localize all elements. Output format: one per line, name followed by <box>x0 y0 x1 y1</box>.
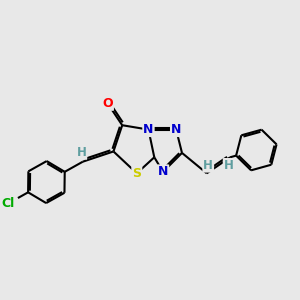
Text: H: H <box>224 159 234 172</box>
Text: Cl: Cl <box>2 197 15 210</box>
Text: N: N <box>158 165 168 178</box>
Text: N: N <box>171 123 181 136</box>
Text: H: H <box>203 159 213 172</box>
Text: S: S <box>132 167 141 180</box>
Text: N: N <box>143 123 154 136</box>
Text: O: O <box>102 97 113 110</box>
Text: H: H <box>76 146 86 159</box>
